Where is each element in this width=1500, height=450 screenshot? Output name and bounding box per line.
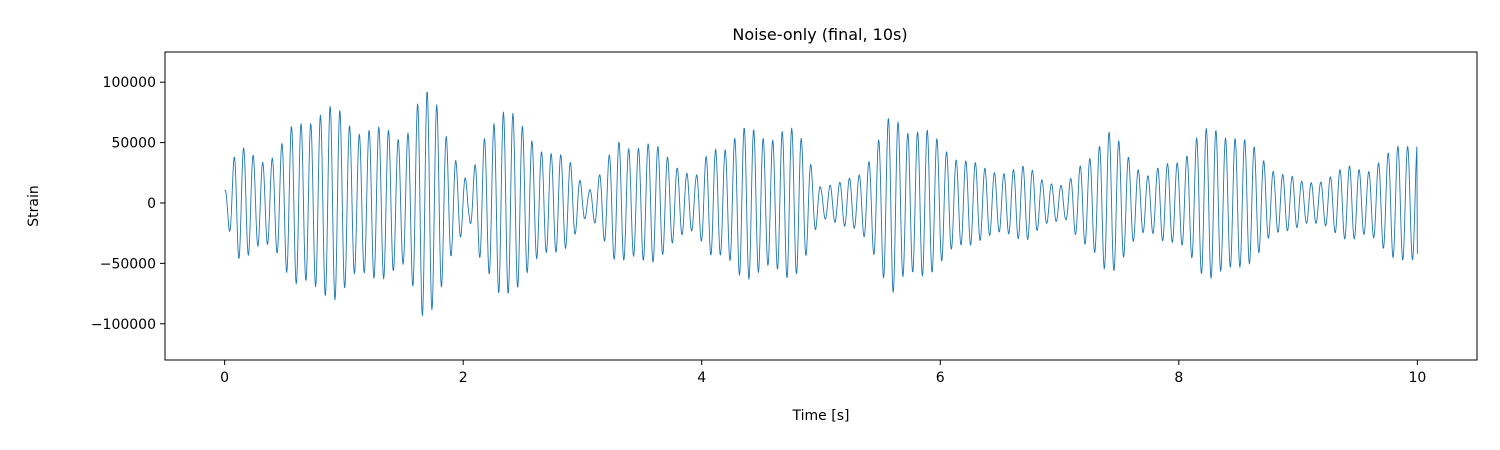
y-tick-label: −100000 <box>91 317 156 333</box>
y-tick-label: 50000 <box>111 136 156 152</box>
series-line <box>224 91 1418 317</box>
y-tick-label: −50000 <box>100 256 156 272</box>
x-tick-label: 10 <box>1408 370 1426 386</box>
x-tick-label: 8 <box>1174 370 1183 386</box>
plot-area-frame <box>164 51 1478 361</box>
y-axis-ticks: −100000 −50000 0 50000 100000 <box>91 75 165 333</box>
y-tick-label: 0 <box>147 196 156 212</box>
x-axis-ticks: 0 2 4 6 8 10 <box>220 360 1426 386</box>
x-tick-label: 2 <box>459 370 468 386</box>
x-axis-label: Time [s] <box>792 408 850 424</box>
x-tick-label: 4 <box>697 370 706 386</box>
y-tick-label: 100000 <box>103 75 156 91</box>
chart-title: Noise-only (final, 10s) <box>732 25 907 44</box>
y-axis-label: Strain <box>26 185 42 226</box>
x-tick-label: 6 <box>936 370 945 386</box>
x-tick-label: 0 <box>220 370 229 386</box>
